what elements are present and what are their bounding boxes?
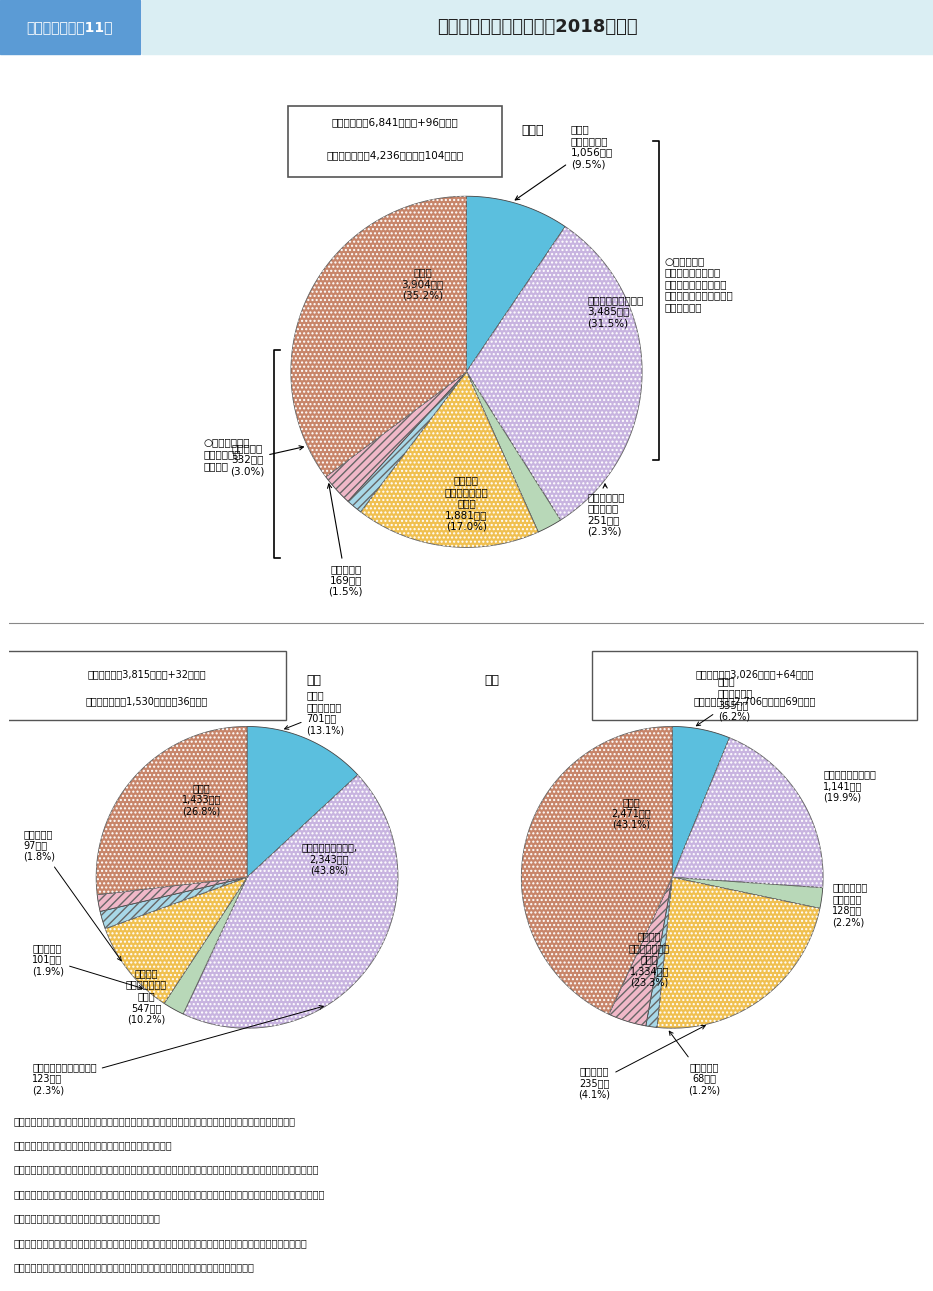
Polygon shape: [97, 878, 247, 911]
Polygon shape: [291, 196, 466, 476]
Text: ４）その他については、非労働力人口より就職希望者を差し引いたものとして算出。: ４）その他については、非労働力人口より就職希望者を差し引いたものとして算出。: [14, 1263, 255, 1272]
Text: その他
1,433万人
(26.8%): その他 1,433万人 (26.8%): [182, 784, 221, 816]
Text: ○労働力人口
・役員・自営業主等
・正規の職員・従業員
・非正規の職員・従業員
・完全失業者: ○労働力人口 ・役員・自営業主等 ・正規の職員・従業員 ・非正規の職員・従業員 …: [664, 256, 732, 312]
Polygon shape: [672, 727, 730, 878]
Polygon shape: [522, 727, 672, 1015]
Text: 女性: 女性: [485, 674, 500, 687]
Text: 男性: 男性: [306, 674, 322, 687]
Polygon shape: [672, 878, 823, 909]
Polygon shape: [361, 372, 538, 547]
Polygon shape: [646, 878, 672, 1028]
Text: 仕事がないから」と回答した者。その他の非正規の職員・従業員は、非正規の職員・従業員から不本意非正: 仕事がないから」と回答した者。その他の非正規の職員・従業員は、非正規の職員・従業…: [14, 1189, 326, 1199]
Text: 完全失業者
169万人
(1.5%): 完全失業者 169万人 (1.5%): [327, 484, 363, 596]
Polygon shape: [609, 878, 672, 1026]
Text: 不本意非正規
雇用労働者
128万人
(2.2%): 不本意非正規 雇用労働者 128万人 (2.2%): [832, 882, 868, 927]
Text: （注）　１）数値は、四半期データの平均を使用している。: （注） １）数値は、四半期データの平均を使用している。: [14, 1140, 173, 1150]
Text: 非労働力人口：2,706万人（－69万人）: 非労働力人口：2,706万人（－69万人）: [693, 696, 815, 706]
Text: 労働力人口：3,815万人（+32万人）: 労働力人口：3,815万人（+32万人）: [87, 669, 206, 679]
Polygon shape: [672, 737, 823, 888]
FancyBboxPatch shape: [7, 651, 285, 719]
Text: ３）役員・自営業主等は労働力人口より役員を除いた雇用者と完全失業者を差し引いたものとして算出。: ３）役員・自営業主等は労働力人口より役員を除いた雇用者と完全失業者を差し引いたも…: [14, 1238, 308, 1247]
Polygon shape: [466, 227, 642, 520]
Text: その他の
非正規の職員・
従業員
1,881万人
(17.0%): その他の 非正規の職員・ 従業員 1,881万人 (17.0%): [445, 475, 488, 532]
Polygon shape: [326, 372, 466, 501]
Text: 男女計: 男女計: [522, 124, 544, 137]
Text: 我が国の労働力の概況（2018年度）: 我が国の労働力の概況（2018年度）: [437, 18, 637, 36]
Text: その他の
非正規の職員・
従業員
1,334万人
(23.3%): その他の 非正規の職員・ 従業員 1,334万人 (23.3%): [629, 931, 670, 988]
Text: 役員・
自営業者主等
1,056万人
(9.5%): 役員・ 自営業者主等 1,056万人 (9.5%): [515, 124, 613, 200]
Text: 就職希望者
235万人
(4.1%): 就職希望者 235万人 (4.1%): [578, 1025, 705, 1100]
Text: ○非労働力人口
・就職希望者
・その他: ○非労働力人口 ・就職希望者 ・その他: [203, 438, 250, 471]
Text: 正規の職員・従業員,
2,343万人
(43.8%): 正規の職員・従業員, 2,343万人 (43.8%): [301, 843, 357, 875]
Text: 正規の職員・従業員
3,485万人
(31.5%): 正規の職員・従業員 3,485万人 (31.5%): [587, 294, 644, 328]
Polygon shape: [348, 372, 466, 513]
Text: 規雇用労働者を差し引いたものとして算出。: 規雇用労働者を差し引いたものとして算出。: [14, 1214, 160, 1224]
Polygon shape: [247, 727, 357, 878]
FancyBboxPatch shape: [288, 106, 502, 177]
Bar: [0, 0, 140, 54]
Text: 役員・
自営業者主等
355万人
(6.2%): 役員・ 自営業者主等 355万人 (6.2%): [696, 676, 753, 726]
Text: 不本意非正規
雇用労働者
251万人
(2.3%): 不本意非正規 雇用労働者 251万人 (2.3%): [587, 484, 625, 537]
Text: 完全失業者
68万人
(1.2%): 完全失業者 68万人 (1.2%): [669, 1032, 720, 1095]
Text: その他
2,471万人
(43.1%): その他 2,471万人 (43.1%): [611, 797, 651, 830]
Text: 正規の職員・従業員
1,141万人
(19.9%): 正規の職員・従業員 1,141万人 (19.9%): [823, 769, 876, 803]
Polygon shape: [466, 372, 561, 532]
Polygon shape: [164, 878, 247, 1013]
Text: 労働力人口：3,026万人（+64万人）: 労働力人口：3,026万人（+64万人）: [695, 669, 814, 679]
Polygon shape: [105, 878, 247, 1003]
Polygon shape: [96, 727, 247, 895]
Text: 完全失業者
101万人
(1.9%): 完全失業者 101万人 (1.9%): [32, 942, 143, 989]
Text: その他の
非正規の職員・
従業員
547万人
(10.2%): その他の 非正規の職員・ 従業員 547万人 (10.2%): [126, 968, 167, 1024]
Polygon shape: [100, 878, 247, 928]
Text: 就職希望者
97万人
(1.8%): 就職希望者 97万人 (1.8%): [23, 829, 121, 961]
Text: 就職希望者
332万人
(3.0%): 就職希望者 332万人 (3.0%): [230, 443, 303, 476]
Bar: [142, 0, 933, 54]
Text: 役員・
自営業者主等
701万人
(13.1%): 役員・ 自営業者主等 701万人 (13.1%): [285, 691, 344, 735]
FancyBboxPatch shape: [592, 651, 917, 719]
Polygon shape: [183, 775, 397, 1028]
Text: その他
3,904万人
(35.2%): その他 3,904万人 (35.2%): [401, 267, 444, 301]
Text: 第１－（２）－11図: 第１－（２）－11図: [27, 21, 113, 34]
Text: 不本意非正規雇用労働者
123万人
(2.3%): 不本意非正規雇用労働者 123万人 (2.3%): [32, 1006, 323, 1095]
Text: ２）不本意非正規雇用労働者は、非正規の職員・従業員のうち、現職に就いた理由が「正規の職員・従業員の: ２）不本意非正規雇用労働者は、非正規の職員・従業員のうち、現職に就いた理由が「正…: [14, 1164, 319, 1175]
Polygon shape: [657, 878, 820, 1028]
Text: 労働力人口：6,841万人（+96万人）: 労働力人口：6,841万人（+96万人）: [332, 117, 458, 127]
Text: 非労働力人口：4,236万人（－104万人）: 非労働力人口：4,236万人（－104万人）: [327, 150, 464, 160]
Text: 資料出所　総務省統計局「労働力調査（詳細集計）」をもとに厚生労働省政策統括官付政策統括室にて作成: 資料出所 総務省統計局「労働力調査（詳細集計）」をもとに厚生労働省政策統括官付政…: [14, 1115, 296, 1126]
Text: 非労働力人口：1,530万人（－36万人）: 非労働力人口：1,530万人（－36万人）: [85, 696, 208, 706]
Polygon shape: [466, 196, 565, 372]
